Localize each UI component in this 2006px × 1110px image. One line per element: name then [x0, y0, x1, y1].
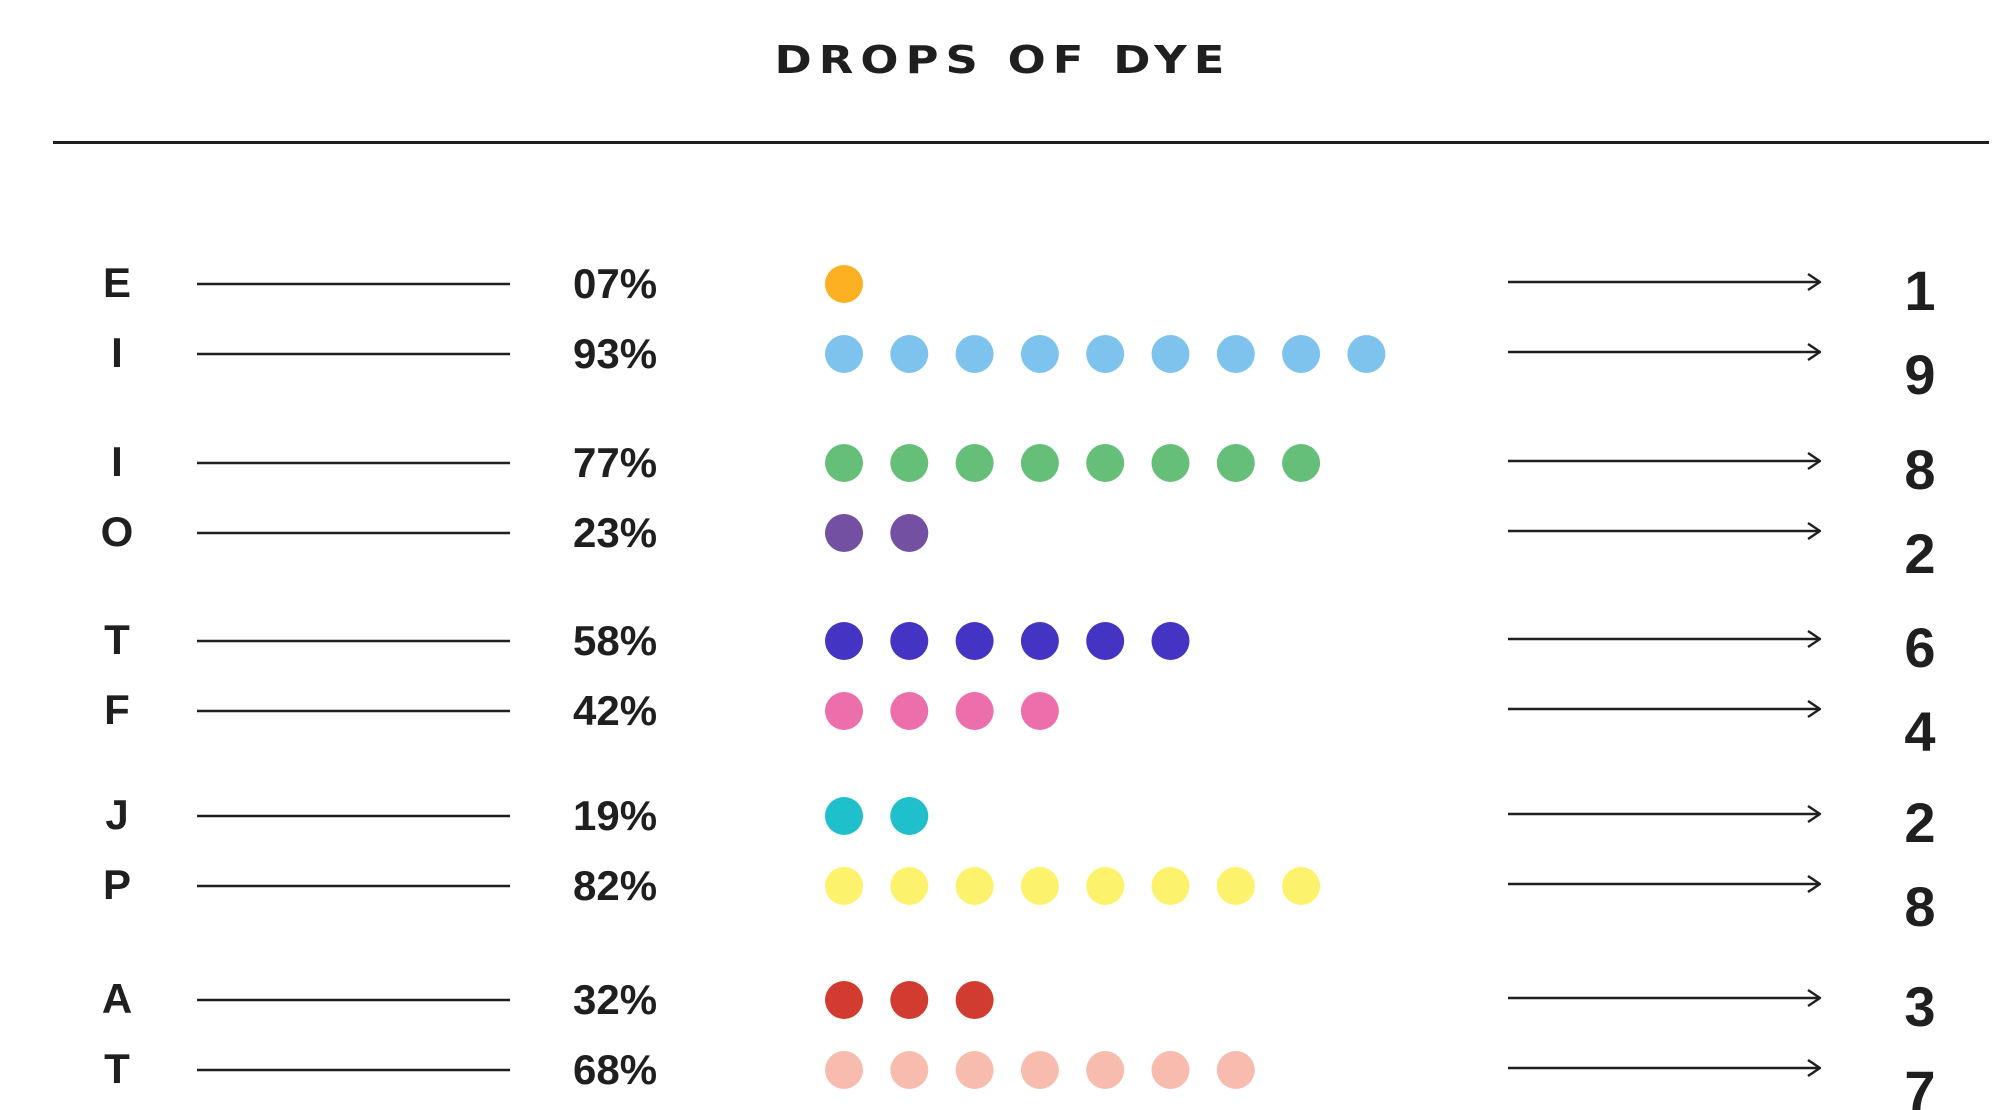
dye-drop	[1282, 867, 1321, 905]
dye-drop	[1020, 622, 1059, 660]
dye-drop	[825, 514, 863, 552]
row-count: 3	[1904, 975, 1935, 1038]
row-letter: T	[104, 1045, 130, 1092]
dye-drop	[1086, 622, 1125, 660]
dye-drop	[955, 981, 994, 1019]
dye-drop	[890, 797, 929, 835]
row-letter: I	[111, 438, 123, 485]
row-count: 9	[1904, 343, 1935, 406]
dye-drop	[825, 444, 863, 482]
row-percent: 23%	[573, 509, 657, 556]
row-percent: 58%	[573, 617, 657, 664]
dye-drop	[825, 867, 863, 905]
row-letter: T	[104, 616, 130, 663]
dye-drop	[1216, 867, 1255, 905]
dye-drop	[825, 265, 863, 303]
dye-drop	[955, 1051, 994, 1089]
dye-drop	[890, 335, 929, 373]
row-percent: 77%	[573, 439, 657, 486]
dye-drop	[825, 1051, 863, 1089]
dye-drop	[1020, 867, 1059, 905]
row-letter: J	[105, 791, 128, 838]
dye-drop	[890, 981, 929, 1019]
dye-drop	[1086, 867, 1125, 905]
row-percent: 07%	[573, 260, 657, 307]
row-letter: E	[103, 259, 131, 306]
row-count: 4	[1904, 700, 1935, 763]
row-percent: 19%	[573, 792, 657, 839]
dye-drop	[890, 514, 929, 552]
dye-drop	[1086, 1051, 1125, 1089]
row-count: 1	[1904, 259, 1935, 322]
dye-drop	[1347, 335, 1386, 373]
dye-drop	[1151, 1051, 1190, 1089]
dye-drop	[955, 622, 994, 660]
dye-drop	[890, 692, 929, 730]
dye-drop	[1020, 335, 1059, 373]
dye-drop	[1282, 444, 1321, 482]
dye-drop	[955, 692, 994, 730]
dye-drop	[955, 444, 994, 482]
row-letter: O	[101, 508, 134, 555]
row-count: 7	[1904, 1059, 1935, 1110]
dye-drop	[890, 444, 929, 482]
row-count: 2	[1904, 522, 1935, 585]
dye-drop	[1020, 444, 1059, 482]
dye-drop	[825, 692, 863, 730]
dye-drop	[825, 622, 863, 660]
dye-drop	[890, 867, 929, 905]
dye-drop	[825, 797, 863, 835]
dye-drop	[1086, 335, 1125, 373]
row-letter: P	[103, 861, 131, 908]
chart-title: DROPS OF DYE	[774, 38, 1232, 82]
row-count: 2	[1904, 791, 1935, 854]
title-divider	[53, 141, 1989, 144]
row-percent: 68%	[573, 1046, 657, 1093]
row-letter: A	[102, 975, 132, 1022]
dye-drop	[1020, 1051, 1059, 1089]
row-letter: F	[104, 686, 130, 733]
dye-drop	[1282, 335, 1321, 373]
dye-drop	[1216, 335, 1255, 373]
dye-drop	[1151, 622, 1190, 660]
dye-drop	[890, 1051, 929, 1089]
row-letter: I	[111, 329, 123, 376]
dye-drop	[1216, 1051, 1255, 1089]
row-count: 8	[1904, 438, 1935, 501]
dye-drop	[1151, 444, 1190, 482]
row-percent: 32%	[573, 976, 657, 1023]
row-percent: 93%	[573, 330, 657, 377]
row-count: 8	[1904, 875, 1935, 938]
dye-drop	[1086, 444, 1125, 482]
dye-drop	[1216, 444, 1255, 482]
dye-drop	[825, 981, 863, 1019]
dye-drop	[825, 335, 863, 373]
row-percent: 82%	[573, 862, 657, 909]
dye-drop	[1151, 867, 1190, 905]
row-percent: 42%	[573, 687, 657, 734]
row-count: 6	[1904, 616, 1935, 679]
dye-drop	[1020, 692, 1059, 730]
dye-drop	[955, 335, 994, 373]
dye-drop	[955, 867, 994, 905]
dye-drop	[1151, 335, 1190, 373]
dye-drop	[890, 622, 929, 660]
